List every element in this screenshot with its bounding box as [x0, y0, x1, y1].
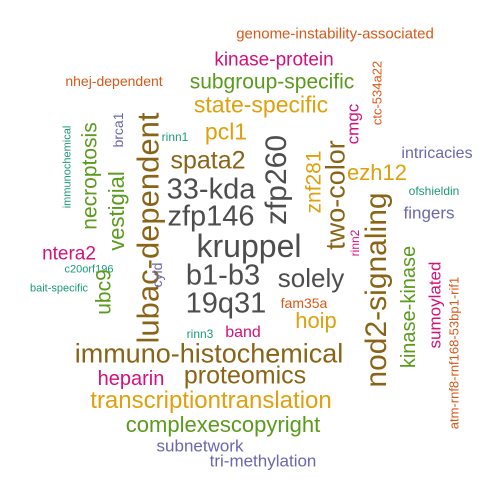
word-ubc9: ubc9 [92, 269, 116, 315]
word-cmgc: cmgc [343, 103, 363, 145]
word-kruppel: kruppel [196, 228, 302, 264]
word-zfp260: zfp260 [260, 134, 293, 226]
word-fam35a: fam35a [280, 295, 328, 311]
word-brca1: brca1 [110, 112, 126, 148]
word-b1-b3: b1-b3 [185, 259, 261, 292]
word-rinn2: rinn2 [348, 229, 362, 257]
word-nhej-dependent: nhej-dependent [65, 73, 163, 89]
word-cyld: cyld [149, 262, 165, 288]
word-intricacies: intricacies [401, 145, 473, 162]
word-vestigial: vestigial [104, 171, 129, 251]
word-subgroup-specific: subgroup-specific [189, 70, 355, 94]
word-two-color: two-color [320, 140, 351, 250]
word-immunochemical: immunochemical [61, 125, 74, 209]
word-zfp146: zfp146 [167, 200, 255, 233]
word-ctc-534a22: ctc-534a22 [369, 60, 385, 126]
word-ofshieldin: ofshieldin [408, 184, 460, 198]
word-c20orf196: c20orf196 [64, 263, 114, 276]
word-kinase-kinase: kinase-kinase [398, 245, 420, 369]
word-ezh12: ezh12 [347, 160, 407, 185]
word-pcl1: pcl1 [204, 118, 248, 145]
word-sumoylated: sumoylated [425, 261, 445, 349]
word-fingers: fingers [403, 203, 455, 223]
word-33-kda: 33-kda [166, 173, 256, 206]
word-proteomics: proteomics [183, 361, 307, 390]
word-znf281: znf281 [302, 150, 326, 214]
word-transcriptiontranslation: transcriptiontranslation [90, 387, 332, 414]
word-19q31: 19q31 [185, 287, 267, 320]
word-genome-instability-associated: genome-instability-associated [236, 25, 434, 43]
word-rinn3: rinn3 [186, 327, 214, 341]
word-kinase-protein: kinase-protein [214, 49, 334, 71]
word-spata2: spata2 [170, 146, 246, 175]
word-immuno-histochemical: immuno-histochemical [74, 338, 344, 369]
word-necroptosis: necroptosis [78, 122, 102, 230]
word-heparin: heparin [97, 368, 165, 390]
word-rinn1: rinn1 [161, 130, 189, 144]
word-ntera2: ntera2 [42, 243, 96, 265]
word-lubac-dependent: lubac-dependent [130, 112, 166, 344]
word-tri-methylation: tri-methylation [209, 451, 317, 471]
word-subnetwork: subnetwork [156, 436, 244, 456]
word-hoip: hoip [295, 308, 337, 333]
word-bait-specific: bait-specific [29, 282, 89, 295]
word-atm-rnf8-rnf168-53bp1-rif1: atm-rnf8-rnf168-53bp1-rif1 [446, 276, 462, 430]
word-nod2-signaling: nod2-signaling [360, 192, 393, 388]
word-complexescopyright: complexescopyright [125, 412, 321, 437]
word-band: band [225, 324, 261, 341]
word-state-specific: state-specific [193, 91, 329, 118]
word-solely: solely [277, 263, 345, 293]
